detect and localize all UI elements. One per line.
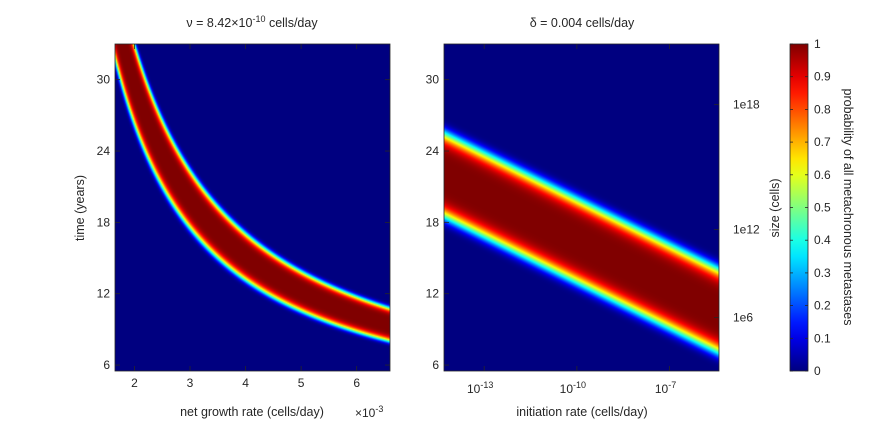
right-size-ticks: 1e6 1e12 1e18 — [714, 98, 760, 324]
right-size-axis-label: size (cells) — [768, 178, 782, 237]
left-x-ticks: 2 3 4 5 6 — [131, 44, 360, 390]
left-y-tick-label: 6 — [103, 358, 110, 372]
right-panel: δ = 0.004 cells/day 10-13 10-10 10-7 61218… — [426, 16, 782, 419]
right-x-tick-label-base: 10 — [467, 382, 481, 396]
colorbar-tick-label: 0 — [814, 364, 821, 378]
right-y-ticks: 6 12 18 24 30 — [426, 73, 449, 372]
right-x-tick-label-base: 10 — [560, 382, 574, 396]
right-x-tick-label: 10-10 — [560, 380, 586, 396]
left-x-multiplier-base: ×10 — [355, 406, 376, 420]
colorbar-label: probability of all metachronous metastas… — [841, 89, 855, 326]
right-x-tick-label-exponent: -10 — [573, 380, 586, 390]
right-y-tick-label: 24 — [426, 144, 440, 158]
right-x-axis-label: initiation rate (cells/day) — [516, 405, 647, 419]
colorbar-tick-label: 0.5 — [814, 201, 831, 215]
left-heatmap-image — [115, 44, 390, 371]
left-y-tick-label: 24 — [97, 144, 111, 158]
colorbar-tick-label: 1 — [814, 37, 821, 51]
colorbar-tick-label: 0.2 — [814, 299, 831, 313]
right-x-tick-label: 10-13 — [467, 380, 493, 396]
left-title-unit: cells/day — [265, 16, 318, 30]
colorbar-tick-label: 0.4 — [814, 233, 831, 247]
left-plot-frame — [114, 43, 391, 372]
right-x-tick-label-exponent: -7 — [668, 380, 676, 390]
right-x-ticks: 10-13 10-10 10-7 — [467, 44, 676, 396]
left-y-tick-label: 12 — [97, 287, 111, 301]
left-x-tick-label: 3 — [187, 376, 194, 390]
left-title-exponent: -10 — [252, 14, 265, 24]
left-title: ν = 8.42×10-10 cells/day — [186, 14, 318, 30]
right-heatmap-image — [444, 44, 719, 371]
left-x-multiplier: ×10-3 — [355, 404, 383, 420]
colorbar-tick-label: 0.9 — [814, 70, 831, 84]
colorbar-tick-label: 0.3 — [814, 266, 831, 280]
right-y-tick-label: 12 — [426, 287, 440, 301]
left-title-main: ν = 8.42×10 — [186, 16, 252, 30]
left-y-ticks: 6 12 18 24 30 — [97, 73, 390, 372]
right-y-tick-label: 30 — [426, 73, 440, 87]
left-y-axis-label: time (years) — [73, 175, 87, 241]
left-x-tick-label: 4 — [242, 376, 249, 390]
left-y-tick-label: 30 — [97, 73, 111, 87]
left-x-axis-label: net growth rate (cells/day) — [180, 405, 324, 419]
right-y-tick-label: 6 — [432, 358, 439, 372]
right-size-tick-label: 1e12 — [733, 222, 760, 236]
right-y-tick-label: 18 — [426, 215, 440, 229]
colorbar-tick-label: 0.7 — [814, 135, 831, 149]
right-x-tick-label-exponent: -13 — [480, 380, 493, 390]
colorbar-tick-label: 0.8 — [814, 102, 831, 116]
colorbar: 0 0.1 0.2 0.3 0.4 0.5 0.6 0.7 0.8 0.9 1 probabilit… — [789, 37, 855, 378]
left-x-tick-label: 5 — [298, 376, 305, 390]
left-x-multiplier-exponent: -3 — [375, 404, 383, 414]
right-title: δ = 0.004 cells/day — [530, 16, 635, 30]
colorbar-tick-label: 0.1 — [814, 331, 831, 345]
colorbar-tick-label: 0.6 — [814, 168, 831, 182]
right-size-tick-label: 1e6 — [733, 310, 753, 324]
right-size-tick-label: 1e18 — [733, 98, 760, 112]
right-plot-frame — [443, 43, 720, 372]
left-y-tick-label: 18 — [97, 215, 111, 229]
left-x-tick-label: 2 — [131, 376, 138, 390]
colorbar-ticks: 0 0.1 0.2 0.3 0.4 0.5 0.6 0.7 0.8 0.9 1 — [790, 37, 831, 378]
right-x-tick-label-base: 10 — [655, 382, 669, 396]
right-x-tick-label: 10-7 — [655, 380, 676, 396]
left-panel: ν = 8.42×10-10 cells/day 2 3 4 5 6 6 12 18 24 30… — [73, 14, 391, 420]
left-x-tick-label: 6 — [353, 376, 360, 390]
